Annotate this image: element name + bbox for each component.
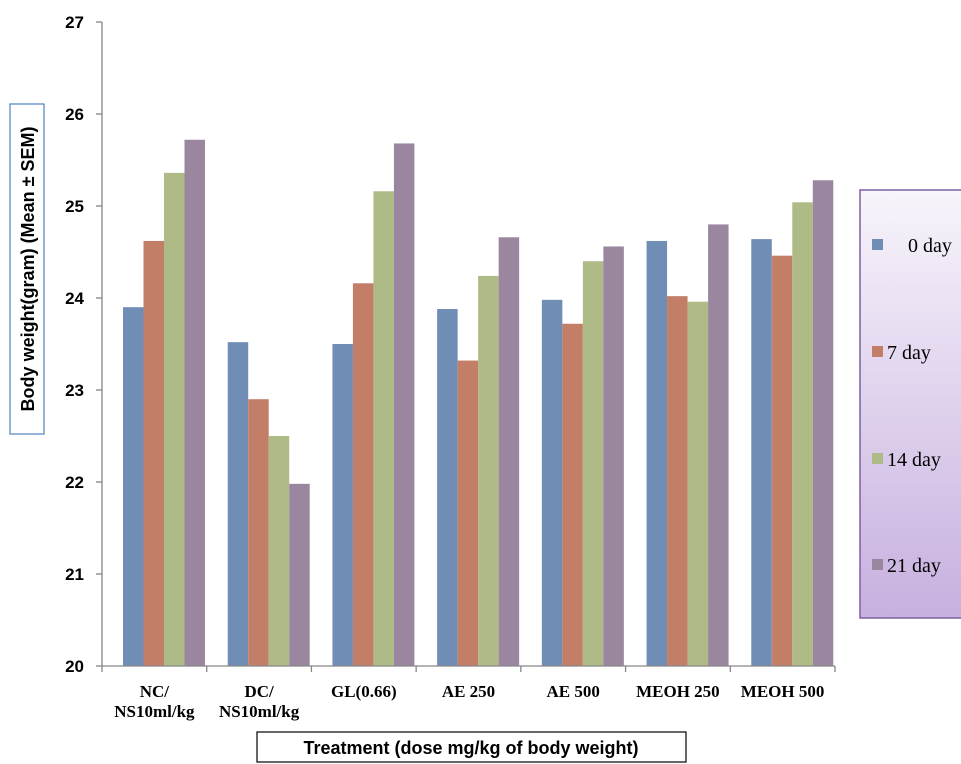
bar-14-day-0 (164, 172, 185, 666)
bar-7-day-1 (248, 399, 269, 666)
bar-7-day-2 (352, 283, 374, 666)
legend-swatch-21-day (872, 559, 883, 570)
x-category-label: NS10ml/kg (114, 702, 195, 721)
x-category-label: AE 500 (547, 682, 600, 701)
bar-21-day-6 (812, 180, 834, 667)
y-tick-label: 22 (65, 473, 84, 492)
bar-0-day-3 (437, 309, 458, 666)
y-tick-label: 27 (65, 13, 84, 32)
y-tick-label: 23 (65, 381, 84, 400)
x-category-label: DC/ (244, 682, 274, 701)
bar-21-day-3 (498, 237, 520, 666)
y-tick-label: 21 (65, 565, 84, 584)
bar-14-day-3 (478, 275, 499, 666)
x-axis-title: Treatment (dose mg/kg of body weight) (303, 738, 638, 758)
legend-label: 14 day (887, 449, 941, 471)
bar-0-day-2 (332, 344, 353, 666)
bar-7-day-6 (771, 255, 793, 666)
x-category-label: MEOH 500 (741, 682, 825, 701)
y-tick-labels: 20 21 22 23 24 25 26 27 (65, 13, 84, 676)
bar-0-day-4 (541, 299, 563, 666)
x-category-label: MEOH 250 (636, 682, 720, 701)
legend-label: 21 day (887, 555, 941, 577)
bar-0-day-5 (646, 240, 668, 666)
bar-14-day-4 (582, 261, 604, 666)
bar-0-day-0 (123, 307, 144, 666)
bar-14-day-1 (268, 436, 290, 666)
legend-label: 7 day (887, 342, 931, 364)
axes-group (96, 21, 836, 672)
bar-14-day-6 (792, 202, 813, 666)
legend: 0 day 7 day 14 day 21 day (872, 235, 952, 577)
legend-swatch-14-day (872, 453, 883, 464)
x-axis-title-frame (256, 731, 687, 763)
bars-group (123, 139, 834, 667)
bar-21-day-0 (184, 139, 205, 666)
bar-21-day-1 (289, 483, 310, 666)
bar-7-day-4 (562, 323, 583, 666)
bar-14-day-5 (687, 301, 709, 666)
bar-7-day-0 (143, 240, 164, 666)
bar-7-day-3 (457, 360, 479, 666)
x-category-label: AE 250 (442, 682, 495, 701)
legend-swatch-7-day (872, 346, 883, 357)
bar-7-day-5 (667, 296, 688, 666)
x-category-label: NC/ (140, 682, 170, 701)
bar-0-day-6 (751, 239, 772, 666)
legend-box (859, 189, 961, 619)
bar-0-day-1 (227, 342, 249, 666)
bar-14-day-2 (373, 191, 394, 666)
bar-21-day-4 (603, 246, 624, 667)
y-tick-label: 25 (65, 197, 84, 216)
bar-21-day-2 (393, 143, 415, 666)
y-tick-label: 20 (65, 657, 84, 676)
x-category-label: NS10ml/kg (219, 702, 300, 721)
legend-label: 0 day (908, 235, 952, 257)
y-tick-label: 26 (65, 105, 84, 124)
x-category-label: GL(0.66) (331, 682, 397, 701)
bar-21-day-5 (708, 224, 729, 666)
y-axis-title: Body weight(gram) (Mean ± SEM) (18, 127, 38, 412)
y-tick-label: 24 (65, 289, 84, 308)
y-axis-title-frame (9, 103, 45, 435)
legend-swatch-0-day (872, 239, 883, 250)
